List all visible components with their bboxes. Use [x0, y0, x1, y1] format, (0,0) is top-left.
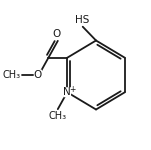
- Text: CH₃: CH₃: [3, 70, 21, 80]
- Text: O: O: [34, 70, 42, 80]
- Text: HS: HS: [75, 15, 89, 25]
- Text: +: +: [69, 85, 76, 94]
- Text: CH₃: CH₃: [48, 111, 66, 121]
- Text: N: N: [63, 87, 71, 97]
- Text: O: O: [52, 29, 61, 39]
